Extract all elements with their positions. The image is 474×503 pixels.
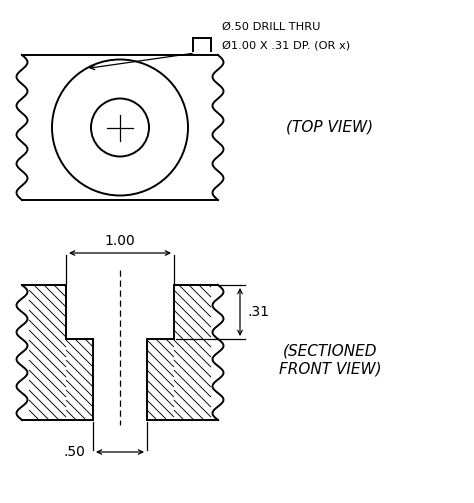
Text: 1.00: 1.00 (105, 234, 136, 248)
Text: Ø1.00 X .31 DP. (OR x): Ø1.00 X .31 DP. (OR x) (222, 40, 350, 50)
Text: (SECTIONED
FRONT VIEW): (SECTIONED FRONT VIEW) (279, 344, 381, 376)
Text: .50: .50 (63, 445, 85, 459)
Text: (TOP VIEW): (TOP VIEW) (286, 120, 374, 134)
Text: Ø.50 DRILL THRU: Ø.50 DRILL THRU (222, 22, 320, 32)
Text: .31: .31 (248, 305, 270, 319)
